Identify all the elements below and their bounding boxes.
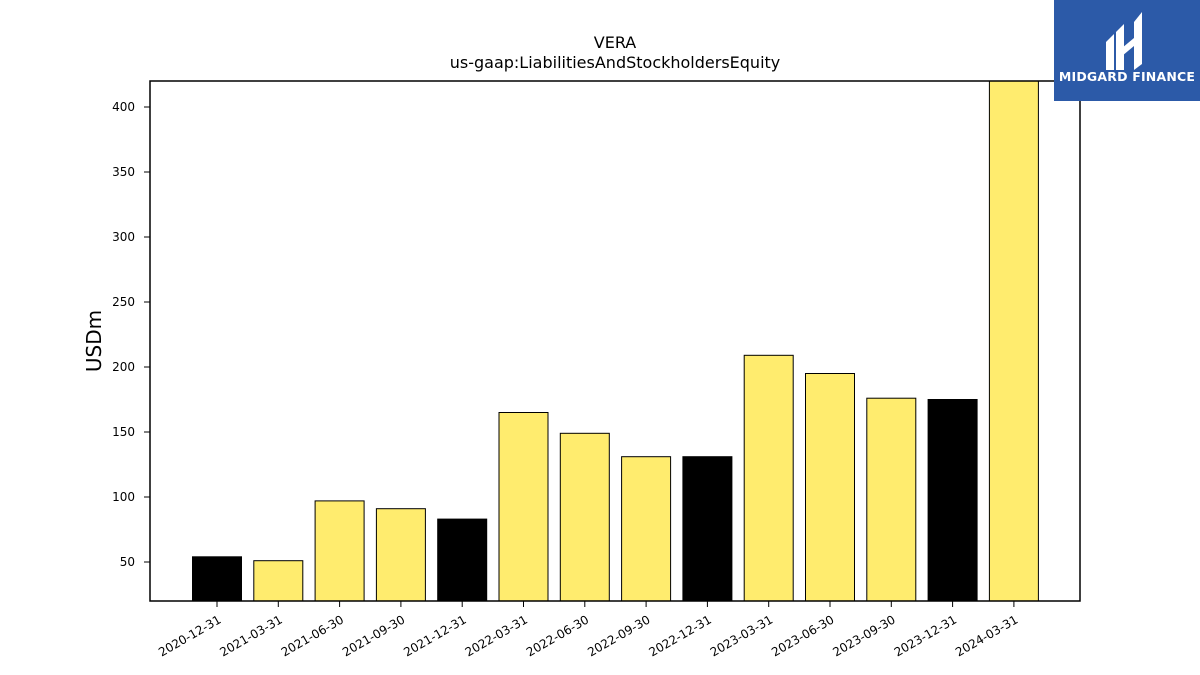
chart-subtitle: us-gaap:LiabilitiesAndStockholdersEquity xyxy=(449,53,781,72)
y-tick-label: 300 xyxy=(112,230,135,244)
y-tick-label: 150 xyxy=(112,425,135,439)
x-tick-label: 2022-03-31 xyxy=(463,612,530,659)
bar-2023-09-30 xyxy=(866,397,917,602)
y-tick-label: 200 xyxy=(112,360,135,374)
chart-title: VERA xyxy=(593,33,637,52)
bar-2022-03-31 xyxy=(498,412,549,602)
bar-2022-12-31 xyxy=(682,456,733,602)
plot-frame xyxy=(149,80,1081,602)
bar-2021-09-30 xyxy=(375,508,426,602)
y-tick-label: 100 xyxy=(112,490,135,504)
bar-2021-06-30 xyxy=(314,500,365,602)
y-tick-label: 350 xyxy=(112,165,135,179)
bar-2024-03-31 xyxy=(988,80,1039,602)
x-tick-label: 2022-12-31 xyxy=(646,612,713,659)
x-tick-label: 2023-03-31 xyxy=(708,612,775,659)
x-tick-label: 2023-12-31 xyxy=(892,612,959,659)
bar-2022-09-30 xyxy=(621,456,672,602)
logo-mark-icon xyxy=(1106,12,1142,70)
brand-logo: MIDGARD FINANCE xyxy=(1054,0,1200,101)
bar-2021-03-31 xyxy=(253,560,304,602)
x-tick-label: 2023-09-30 xyxy=(830,612,897,659)
y-tick-label: 400 xyxy=(112,100,135,114)
x-tick-label: 2024-03-31 xyxy=(953,612,1020,659)
x-tick-label: 2021-09-30 xyxy=(340,612,407,659)
x-tick-label: 2021-03-31 xyxy=(217,612,284,659)
bar-2023-12-31 xyxy=(927,399,978,602)
y-tick-label: 250 xyxy=(112,295,135,309)
x-tick-label: 2021-12-31 xyxy=(401,612,468,659)
bar-2023-03-31 xyxy=(743,354,794,602)
x-tick-label: 2022-09-30 xyxy=(585,612,652,659)
y-axis-label: USDm xyxy=(82,310,106,372)
logo-text: MIDGARD FINANCE xyxy=(1058,69,1196,84)
y-tick-label: 50 xyxy=(120,555,135,569)
bar-2023-06-30 xyxy=(805,373,855,602)
x-tick-label: 2020-12-31 xyxy=(156,612,223,659)
x-tick-label: 2023-06-30 xyxy=(769,612,836,659)
x-tick-label: 2021-06-30 xyxy=(279,612,346,659)
bar-2022-06-30 xyxy=(559,432,610,602)
x-tick-label: 2022-06-30 xyxy=(524,612,591,659)
bar-2020-12-31 xyxy=(192,556,242,602)
bar-2021-12-31 xyxy=(437,518,488,602)
